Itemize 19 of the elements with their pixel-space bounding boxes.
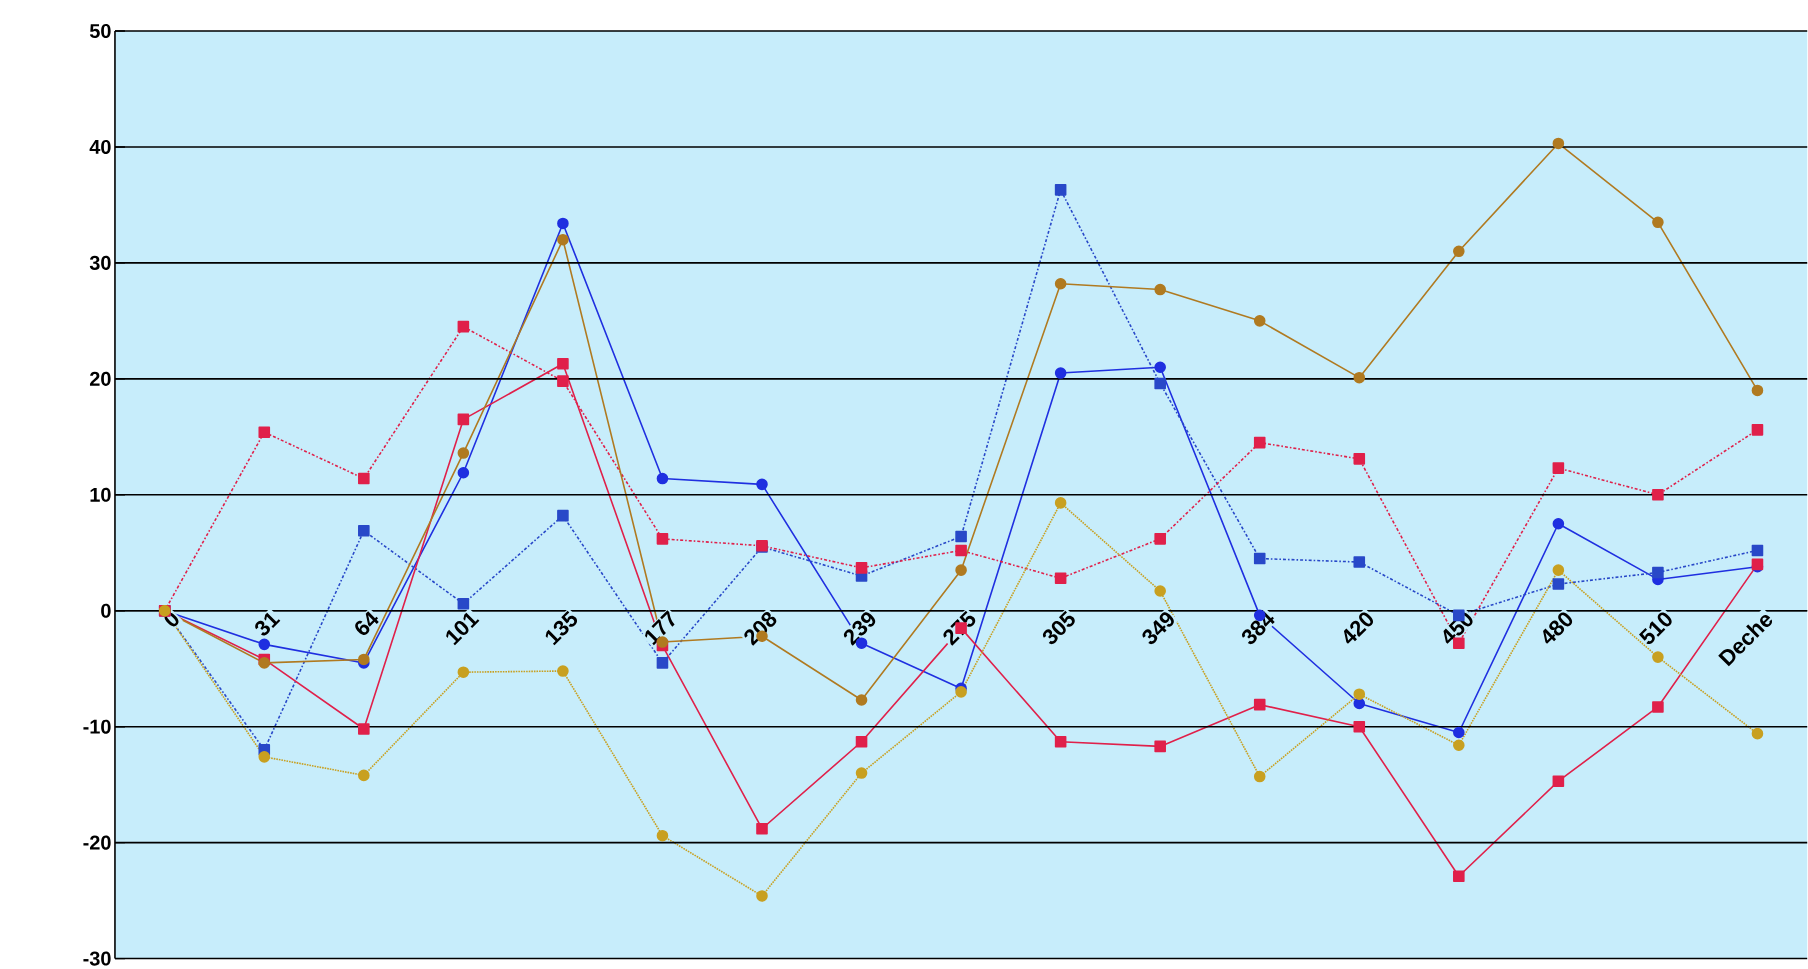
x-tick-label: 305: [1042, 610, 1075, 645]
x-tick-label: 480: [1543, 612, 1573, 644]
x-tick-label: 239: [843, 612, 876, 646]
x-tick-label: 135: [545, 610, 578, 646]
y-tick-label: -30: [83, 951, 111, 966]
x-tick-label: 177: [645, 610, 675, 646]
y-tick-label: 40: [89, 139, 111, 154]
x-tick-label: 101: [446, 612, 480, 646]
y-tick-label: 30: [89, 255, 111, 270]
y-tick-label: -20: [83, 835, 111, 850]
x-tick-label: 349: [1142, 612, 1174, 645]
x-tick-label: 31: [255, 612, 281, 636]
x-tick-label: 420: [1343, 612, 1374, 644]
y-tick-label: -10: [83, 719, 111, 734]
y-tick-label: 20: [89, 371, 111, 386]
x-tick-label: 510: [1639, 612, 1672, 645]
x-tick-label: 64: [355, 611, 379, 635]
y-tick-label: 10: [90, 487, 111, 502]
y-tick-label: 50: [89, 23, 111, 39]
